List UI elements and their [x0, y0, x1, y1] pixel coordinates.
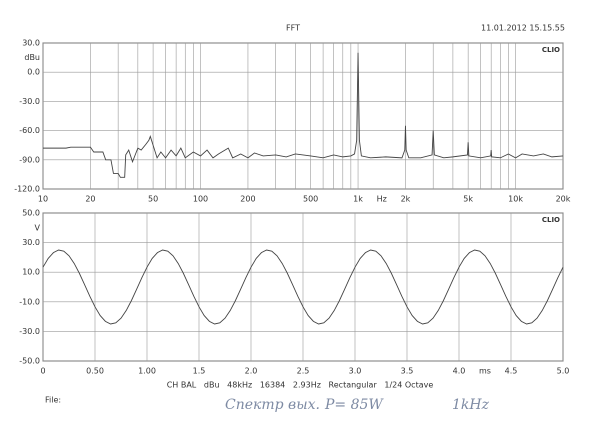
- x-tick-label: 5k: [463, 195, 473, 204]
- x-tick-label: 5.0: [557, 367, 570, 376]
- plot-frame: [42, 42, 564, 190]
- x-tick-label: 2k: [401, 195, 411, 204]
- x-unit: Hz: [377, 195, 387, 204]
- y-unit: V: [35, 223, 41, 232]
- x-tick-label: 4.5: [505, 367, 518, 376]
- x-tick-label: 2.0: [245, 367, 258, 376]
- x-tick-label: 200: [240, 195, 255, 204]
- settings: CH BAL dBu 48kHz 16384 2.93Hz Rectangula…: [167, 381, 434, 390]
- x-tick-label: 10: [38, 195, 48, 204]
- page-title: FFT: [286, 24, 300, 33]
- handwritten-note: 1kHz: [452, 397, 490, 413]
- logo: CLIO: [542, 46, 560, 54]
- y-tick-label: -90.0: [19, 155, 40, 164]
- x-tick-label: 500: [303, 195, 318, 204]
- y-tick-label: -50.0: [19, 357, 40, 366]
- y-tick-label: 50.0: [22, 209, 40, 218]
- x-tick-label: 3.0: [349, 367, 362, 376]
- y-tick-label: 30.0: [22, 238, 40, 247]
- x-tick-label: 20: [85, 195, 95, 204]
- y-tick-label: -10.0: [19, 297, 40, 306]
- file-label: File:: [45, 396, 61, 405]
- x-tick-label: 10k: [508, 195, 523, 204]
- y-tick-label: 0.0: [27, 68, 40, 77]
- x-unit: ms: [479, 367, 491, 376]
- x-tick-label: 100: [193, 195, 208, 204]
- x-tick-label: 4.0: [453, 367, 466, 376]
- x-tick-label: 1.00: [138, 367, 156, 376]
- trace: [43, 52, 564, 178]
- y-unit: dBu: [24, 53, 40, 62]
- trace: [42, 249, 564, 325]
- x-tick-label: 50: [148, 195, 158, 204]
- y-tick-label: -120.0: [14, 185, 40, 194]
- x-tick-label: 0: [40, 367, 45, 376]
- y-tick-label: -60.0: [19, 126, 40, 135]
- x-tick-label: 0.50: [86, 367, 104, 376]
- y-tick-label: -30.0: [19, 97, 40, 106]
- x-tick-label: 2.5: [297, 367, 310, 376]
- y-tick-label: 10.0: [22, 268, 40, 277]
- handwritten-note: P= 85W: [324, 397, 384, 413]
- y-tick-label: 30.0: [22, 39, 40, 48]
- x-tick-label: 3.5: [401, 367, 414, 376]
- timestamp: 11.01.2012 15.15.55: [481, 24, 565, 33]
- logo: CLIO: [542, 216, 560, 224]
- y-tick-label: -30.0: [19, 327, 40, 336]
- x-tick-label: 20k: [556, 195, 571, 204]
- x-tick-label: 1k: [353, 195, 363, 204]
- x-tick-label: 1.5: [193, 367, 206, 376]
- handwritten-note: Спектр вых.: [225, 397, 320, 413]
